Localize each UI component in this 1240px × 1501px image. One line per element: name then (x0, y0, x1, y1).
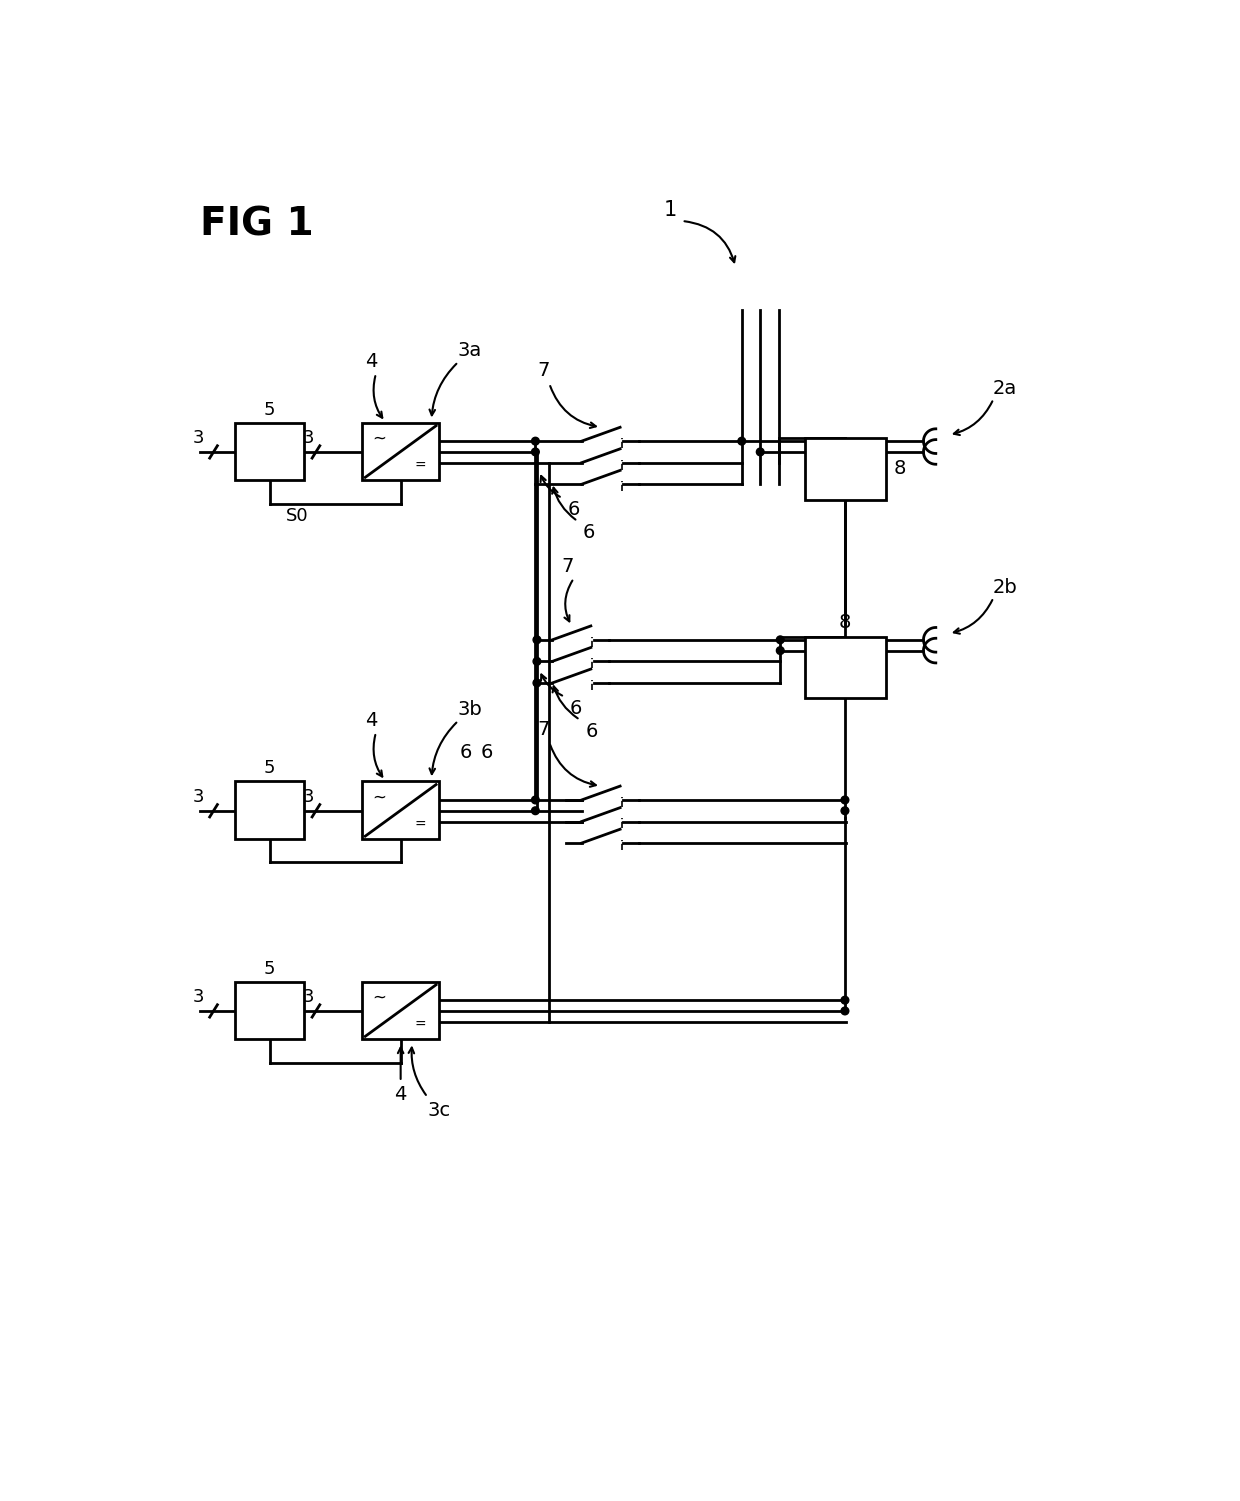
Bar (362, 982, 439, 1039)
Text: 3a: 3a (458, 341, 482, 360)
Text: 7: 7 (562, 557, 574, 576)
Circle shape (841, 808, 849, 815)
Text: 4: 4 (394, 1085, 407, 1105)
Text: 6: 6 (583, 524, 595, 542)
Text: 4: 4 (366, 353, 377, 371)
Text: 5: 5 (264, 959, 275, 977)
Text: 3b: 3b (458, 699, 482, 719)
Circle shape (738, 437, 745, 444)
Circle shape (532, 449, 539, 456)
Text: 2b: 2b (993, 578, 1018, 597)
Bar (236, 982, 304, 1039)
Text: FIG 1: FIG 1 (201, 206, 314, 243)
Text: 8: 8 (894, 459, 905, 479)
Text: 3: 3 (303, 788, 314, 806)
Text: 5: 5 (264, 760, 275, 778)
Circle shape (533, 678, 541, 687)
Text: 7: 7 (537, 719, 549, 738)
Text: ~: ~ (372, 429, 386, 447)
Text: 2a: 2a (993, 380, 1017, 398)
Text: 6: 6 (585, 722, 598, 741)
Circle shape (776, 647, 784, 654)
Bar (805, 438, 885, 500)
Text: =: = (414, 1018, 425, 1033)
Text: 8: 8 (838, 614, 851, 632)
Text: 6: 6 (460, 743, 472, 763)
Text: S0: S0 (285, 507, 308, 525)
Text: 6: 6 (568, 500, 580, 519)
Text: =: = (414, 459, 425, 473)
Text: 1: 1 (663, 200, 677, 221)
Bar (805, 636, 885, 698)
Text: 3: 3 (193, 788, 205, 806)
Circle shape (841, 1007, 849, 1015)
Text: 3c: 3c (428, 1100, 450, 1120)
Circle shape (841, 796, 849, 805)
Text: 6: 6 (481, 743, 494, 763)
Text: 3: 3 (303, 429, 314, 447)
Bar (362, 423, 439, 480)
Circle shape (841, 997, 849, 1004)
Text: =: = (414, 818, 425, 832)
Circle shape (532, 796, 539, 805)
Text: ~: ~ (372, 989, 386, 1007)
Text: 3: 3 (193, 988, 205, 1006)
Circle shape (532, 808, 539, 815)
Text: 7: 7 (537, 360, 549, 380)
Text: 3: 3 (303, 988, 314, 1006)
Text: 6: 6 (570, 699, 583, 717)
Circle shape (533, 657, 541, 665)
Circle shape (776, 636, 784, 644)
Text: 3: 3 (193, 429, 205, 447)
Bar (236, 423, 304, 480)
Bar (362, 782, 439, 839)
Text: 5: 5 (264, 401, 275, 419)
Circle shape (533, 636, 541, 644)
Text: 4: 4 (366, 711, 377, 729)
Text: ~: ~ (372, 788, 386, 806)
Bar (236, 782, 304, 839)
Circle shape (532, 437, 539, 444)
Circle shape (756, 449, 764, 456)
